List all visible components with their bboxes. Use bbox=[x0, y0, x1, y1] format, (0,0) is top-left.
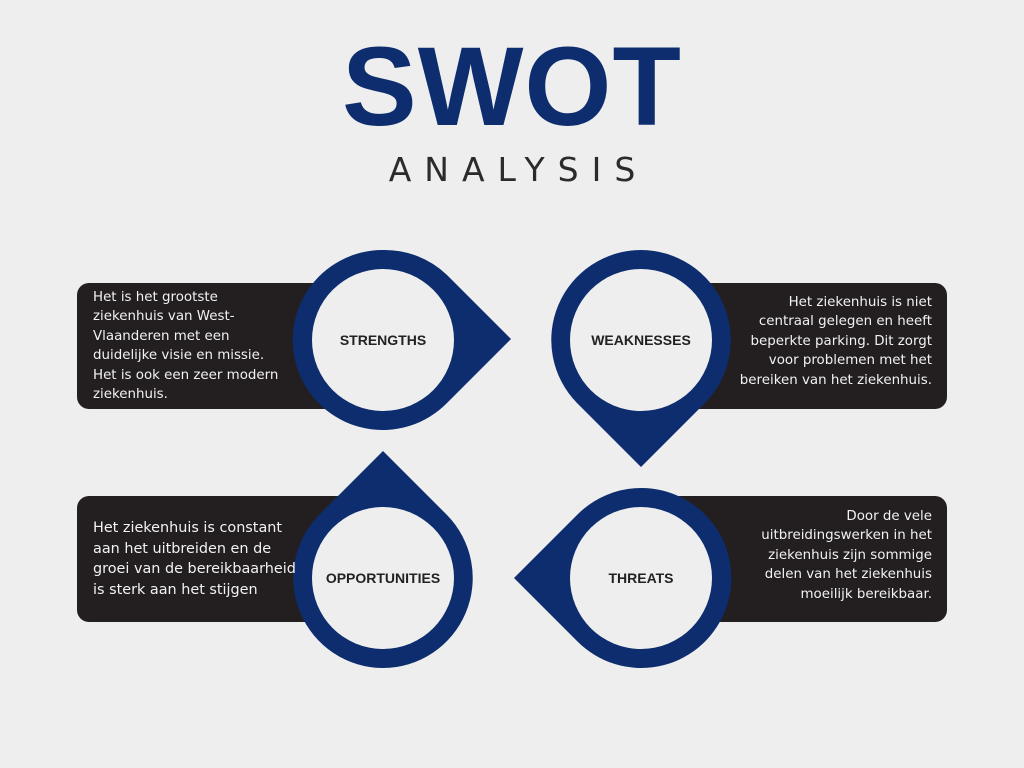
text-line: centraal gelegen en heeft bbox=[758, 314, 932, 330]
strengths-description: Het is het grootste ziekenhuis van West-… bbox=[93, 288, 278, 404]
text-line: Het is het grootste bbox=[93, 290, 218, 305]
text-line: voor problemen met het bbox=[768, 353, 932, 369]
page-subtitle: ANALYSIS bbox=[388, 150, 649, 189]
text-line: Door de vele bbox=[846, 509, 932, 524]
text-line: duidelijke visie en missie. bbox=[93, 348, 265, 364]
text-line: ziekenhuis zijn sommige bbox=[768, 547, 932, 563]
strengths-pin bbox=[292, 249, 511, 430]
text-line: Het ziekenhuis is constant bbox=[93, 520, 283, 536]
opportunities-label: OPPORTUNITIES bbox=[325, 570, 441, 586]
weaknesses-pin bbox=[551, 250, 731, 467]
threats-description: Door de vele uitbreidingswerken in het z… bbox=[761, 507, 932, 604]
threats-label: THREATS bbox=[608, 570, 674, 586]
text-line: delen van het ziekenhuis bbox=[764, 567, 932, 583]
threats-pin bbox=[514, 487, 732, 668]
text-line: Het is ook een zeer modern bbox=[93, 367, 279, 383]
weaknesses-label: WEAKNESSES bbox=[591, 332, 691, 348]
text-line: aan het uitbreiden en de bbox=[93, 540, 272, 557]
text-line: Vlaanderen met een bbox=[93, 328, 230, 344]
text-line: ziekenhuis van West- bbox=[93, 309, 235, 325]
text-line: moeilijk bereikbaar. bbox=[800, 586, 932, 602]
opportunities-description: Het ziekenhuis is constant aan het uitbr… bbox=[93, 518, 296, 600]
text-line: Het ziekenhuis is niet bbox=[788, 295, 932, 310]
strengths-label: STRENGTHS bbox=[339, 332, 427, 348]
weaknesses-description: Het ziekenhuis is niet centraal gelegen … bbox=[740, 293, 932, 390]
text-line: groei van de bereikbaarheid bbox=[93, 561, 296, 578]
page-title: SWOT bbox=[342, 24, 682, 149]
opportunities-pin bbox=[293, 451, 473, 668]
text-line: bereiken van het ziekenhuis. bbox=[739, 372, 932, 388]
text-line: uitbreidingswerken in het bbox=[761, 528, 932, 544]
text-line: beperkte parking. Dit zorgt bbox=[750, 333, 932, 349]
text-line: is sterk aan het stijgen bbox=[93, 581, 258, 598]
text-line: ziekenhuis. bbox=[93, 387, 168, 403]
